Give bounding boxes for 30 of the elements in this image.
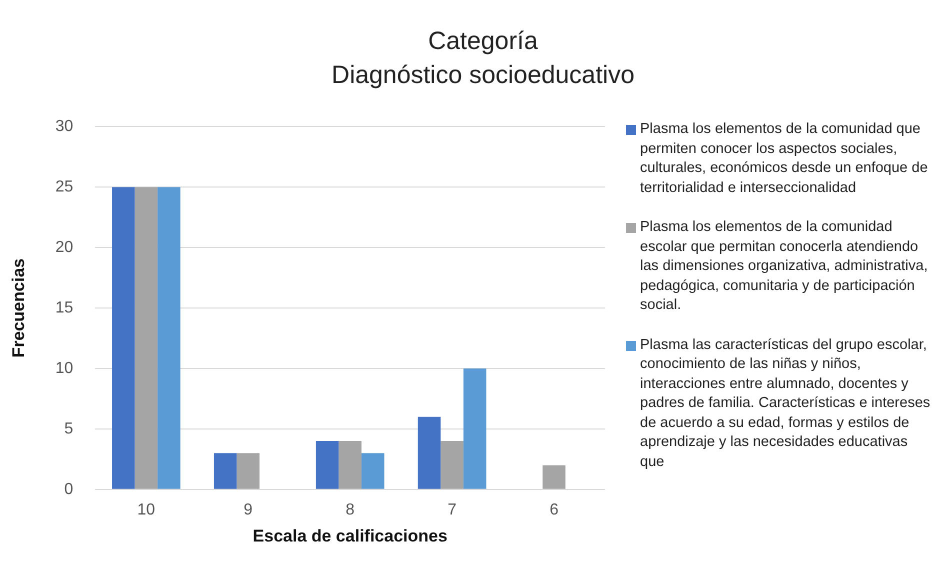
x-axis-title: Escala de calificaciones (252, 526, 448, 546)
bar (361, 453, 384, 489)
y-tick-label: 20 (55, 238, 74, 256)
y-tick-label: 25 (55, 178, 74, 196)
chart-title: Categoría Diagnóstico socioeducativo (330, 26, 636, 91)
x-tick-label: 10 (137, 501, 156, 518)
legend-label: Plasma los elementos de la comunidad que permiten conocer los aspectos sociales, culturales, económicos desde un enfoque de territorialidad e interseccionalidad (640, 120, 929, 198)
bar (338, 441, 362, 489)
x-tick-label: 6 (550, 501, 559, 518)
x-tick-label: 9 (244, 501, 253, 518)
x-tick-label: 8 (346, 501, 355, 518)
y-tick-label: 30 (55, 118, 74, 136)
legend-label: Plasma los elementos de la comunidad escolar que permitan conocerla atendiendo las dimensiones organizativa, administrativa, pedagógica, comunitaria y de participación social. (640, 218, 929, 315)
legend-label: Plasma las características del grupo escolar, conocimiento de las niñas y niños, interacciones entre alumnado, docentes y padres de familia. Características e intereses de acuerdo a su edad, formas y estilos de aprendizaje y las necesidades educativas que (640, 336, 931, 472)
bar (316, 441, 339, 489)
y-tick-label: 5 (64, 420, 74, 438)
y-tick-label: 0 (64, 480, 74, 498)
bar (214, 453, 237, 489)
y-tick-label: 10 (55, 360, 74, 377)
y-axis-title: Frecuencias (8, 258, 28, 358)
y-tick-label: 15 (55, 299, 74, 316)
bar (112, 187, 135, 489)
bar (542, 465, 566, 489)
bar (463, 368, 486, 489)
bar (158, 187, 180, 489)
x-tick-label: 7 (448, 501, 457, 518)
bar (236, 453, 260, 489)
bar (134, 187, 158, 489)
bar (418, 416, 441, 489)
bar (440, 441, 464, 489)
